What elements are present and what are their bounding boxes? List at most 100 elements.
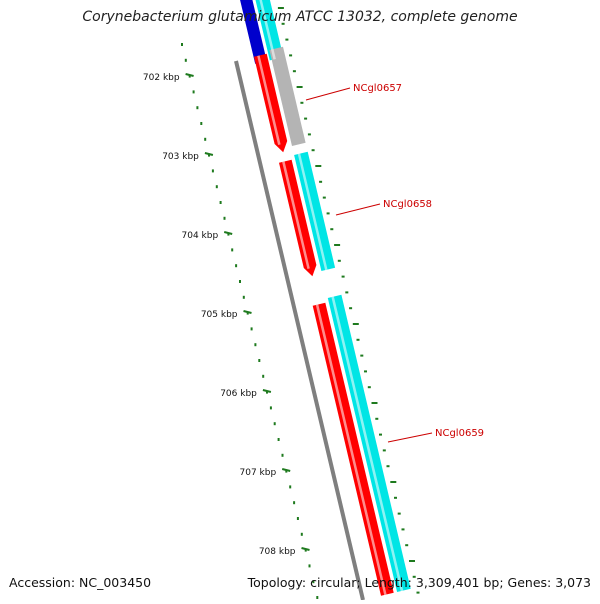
ruler-minor-tick: [273, 422, 276, 426]
ruler-outer-tick: [371, 402, 378, 404]
ruler-outer-tick: [341, 275, 345, 278]
gene-label-ncgl0659: NCgl0659: [435, 428, 484, 439]
track-highlight: [257, 55, 281, 145]
ruler-label: 708 kbp: [259, 547, 296, 557]
track-highlight: [315, 304, 387, 595]
ruler-minor-tick: [200, 122, 203, 125]
ruler-outer-tick: [412, 575, 416, 578]
ruler-minor-tick: [285, 469, 288, 473]
gene-label-leader: [335, 203, 381, 216]
ruler-outer-tick: [349, 307, 353, 310]
ruler-outer-tick: [390, 481, 397, 483]
ruler-minor-tick: [308, 564, 311, 568]
ruler-outer-tick: [285, 38, 289, 41]
ruler-major-tick: [301, 547, 310, 551]
ruler-major-tick: [262, 389, 272, 393]
ruler-major-tick: [243, 310, 252, 314]
ruler-outer-tick: [330, 228, 334, 231]
ruler-outer-tick: [409, 560, 415, 562]
ruler-outer-tick: [300, 101, 304, 104]
ruler-minor-tick: [300, 532, 303, 536]
ruler-minor-tick: [246, 311, 249, 315]
ruler-minor-tick: [296, 517, 299, 520]
blast-hit-bar-ncgl0659: [327, 294, 411, 592]
ruler-outer-tick: [296, 86, 303, 88]
track-highlight: [331, 296, 404, 592]
ruler-minor-tick: [258, 359, 261, 362]
ruler-minor-tick: [304, 548, 307, 552]
ruler-outer-tick: [356, 338, 360, 341]
ruler-outer-tick: [315, 165, 322, 167]
ruler-outer-tick: [416, 591, 420, 594]
gene-label-leader: [387, 432, 433, 443]
track-highlight: [297, 153, 328, 271]
feature-tracks: [240, 0, 411, 596]
ruler-outer-tick: [311, 149, 315, 152]
track-highlight: [259, 0, 276, 60]
ruler-minor-tick: [192, 90, 195, 94]
ruler-minor-tick: [266, 390, 268, 394]
ruler-outer-tick: [277, 7, 284, 9]
ruler-minor-tick: [181, 43, 183, 46]
ruler-outer-tick: [345, 291, 349, 294]
ruler-minor-tick: [211, 169, 214, 173]
genome-summary-text: Topology: circular; Length: 3,309,401 bp…: [247, 575, 591, 590]
ruler-outer-tick: [322, 196, 326, 199]
ruler-major-tick: [185, 73, 194, 77]
ruler-outer-tick: [405, 544, 409, 547]
ruler-outer-tick: [281, 22, 285, 25]
ruler-minor-tick: [184, 58, 187, 62]
accession-text: Accession: NC_003450: [9, 575, 152, 590]
ruler-outer-tick: [352, 323, 359, 325]
ruler-outer-tick: [289, 54, 293, 57]
ruler-minor-tick: [231, 248, 234, 252]
ruler-minor-tick: [215, 185, 218, 189]
ruler-outer-tick: [307, 133, 311, 136]
map-title: Corynebacterium glutamicum ATCC 13032, c…: [82, 9, 518, 25]
gene-label-ncgl0658: NCgl0658: [383, 199, 432, 210]
ruler-minor-tick: [312, 580, 315, 584]
ruler-minor-tick: [316, 596, 319, 599]
ruler-minor-tick: [208, 153, 210, 157]
genome-backbone: [234, 60, 365, 601]
ruler-major-tick: [281, 468, 291, 472]
ruler-label: 705 kbp: [201, 310, 238, 320]
ruler-minor-tick: [223, 216, 226, 220]
ruler-minor-tick: [277, 438, 280, 441]
ruler-minor-tick: [235, 264, 238, 268]
ruler-outer-tick: [382, 449, 386, 452]
ruler-label: 703 kbp: [162, 152, 199, 162]
ruler-outer-tick: [397, 512, 401, 515]
ruler-minor-tick: [269, 406, 272, 410]
ruler-minor-tick: [204, 137, 207, 141]
gene-label-leader: [305, 87, 351, 101]
ruler-minor-tick: [227, 232, 230, 236]
ruler-outer-tick: [334, 244, 341, 246]
gene-label-ncgl0657: NCgl0657: [353, 83, 402, 94]
ruler-minor-tick: [219, 201, 222, 204]
ruler-minor-tick: [281, 453, 284, 457]
ruler-outer-tick: [319, 180, 323, 183]
track-highlight: [282, 161, 310, 269]
ruler-minor-tick: [254, 343, 257, 347]
gene-labels: NCgl0657 NCgl0658 NCgl0659: [305, 83, 484, 443]
blast-hit-bar-ncgl0657: [269, 46, 306, 146]
ruler-label: 702 kbp: [143, 73, 180, 83]
ruler-outer-tick: [367, 386, 371, 389]
blast-hit-bar: [255, 0, 284, 61]
ruler-label: 704 kbp: [182, 231, 219, 241]
ruler-major-tick: [223, 231, 233, 235]
ruler-outer-tick: [375, 417, 379, 420]
ruler-minor-tick: [250, 327, 253, 331]
ruler-major-tick: [204, 152, 214, 156]
ruler-minor-tick: [196, 106, 199, 110]
ruler-outer-tick: [337, 259, 341, 262]
ruler-outer-tick: [326, 212, 330, 215]
ruler-outer-tick: [360, 354, 364, 357]
blast-hit-bar: [240, 0, 267, 64]
ruler-label: 706 kbp: [220, 389, 257, 399]
ruler-minor-tick: [262, 374, 265, 378]
ruler-minor-tick: [239, 280, 241, 283]
